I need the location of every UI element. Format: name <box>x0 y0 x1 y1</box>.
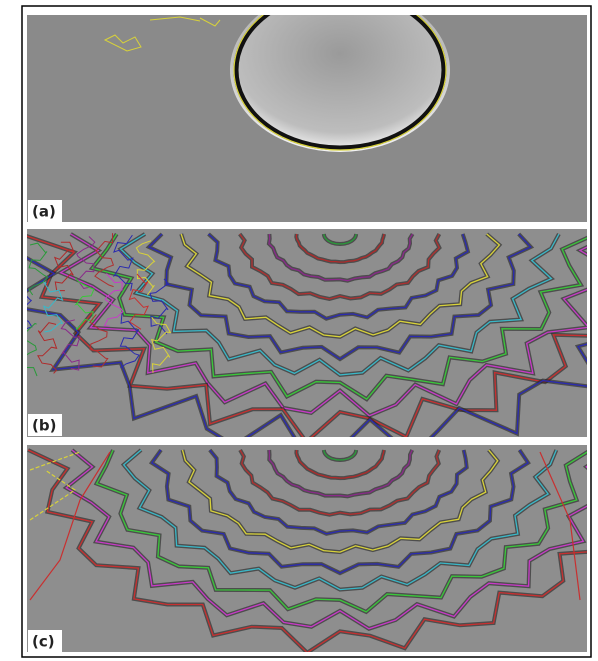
figure: (a) (b) (c) <box>0 0 598 661</box>
panel-label: (a) <box>32 203 56 221</box>
page: {"panels": [{"label": "(a)"}, {"label": … <box>0 0 598 661</box>
panel-b <box>0 229 598 456</box>
panel-c <box>27 445 598 653</box>
panel-label: (b) <box>32 417 56 435</box>
panel-a <box>27 0 587 222</box>
panel-label: (c) <box>32 633 55 651</box>
panel-background <box>27 445 587 652</box>
